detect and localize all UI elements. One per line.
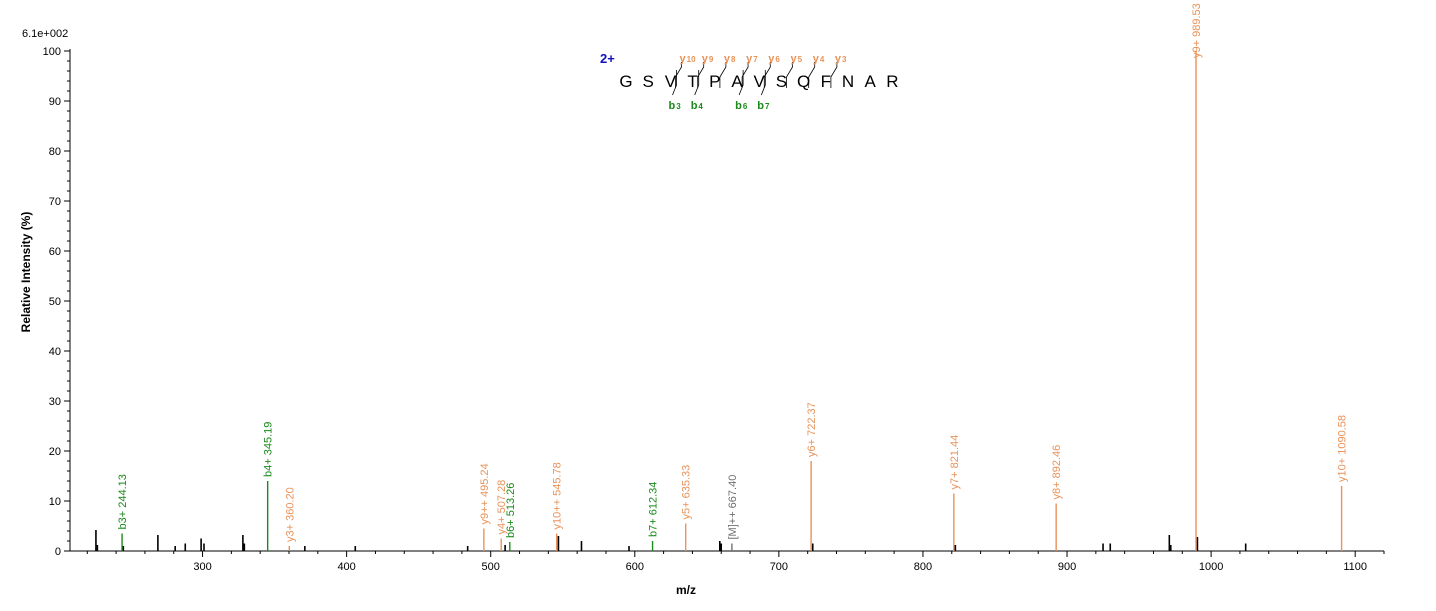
peak-label: b7+ 612.34: [648, 482, 660, 537]
x-tick-label: 500: [482, 561, 500, 573]
tick-marks: 0 10 20 30 40 50 60 70 80 90 100 300 400 500 600 700 800…: [43, 46, 1385, 573]
sequence-residue: V: [754, 72, 766, 91]
peak-label: y10+ 1090.58: [1337, 415, 1349, 482]
y-tick-label: 10: [49, 496, 61, 508]
y-fragment-marker: [741, 62, 749, 88]
peak-label: y6+ 722.37: [806, 402, 818, 457]
b-fragment-marker: [738, 70, 744, 96]
peak-label: y4+ 507.28: [496, 480, 508, 535]
y-fragment-marker: [763, 62, 771, 88]
x-tick-label: 900: [1058, 561, 1076, 573]
x-tick-label: 400: [337, 561, 355, 573]
sequence-residue: R: [886, 72, 898, 91]
y-tick-label: 20: [49, 446, 61, 458]
sequence-residue: A: [731, 72, 743, 91]
peak-label: y8+ 892.46: [1051, 445, 1063, 500]
b-fragment-label: b7: [757, 100, 770, 112]
peak-label: [M]++ 667.40: [727, 475, 739, 540]
y-tick-label: 50: [49, 296, 61, 308]
y-tick-label: 80: [49, 146, 61, 158]
y-tick-label: 100: [43, 46, 61, 58]
y-fragment-marker: [697, 62, 705, 88]
peak-label: b6+ 513.26: [505, 483, 517, 538]
y-fragment-marker: [786, 62, 793, 88]
b-fragment-label: b6: [735, 100, 748, 112]
y-tick-label: 30: [49, 396, 61, 408]
peak-label: y9+ 989.53: [1191, 3, 1203, 58]
b-fragment-marker: [672, 70, 677, 96]
peak-label: y3+ 360.20: [284, 487, 296, 542]
y-fragment-label: y5: [791, 53, 803, 65]
b-fragment-marker: [694, 70, 700, 96]
b-fragment-label: b4: [691, 100, 704, 112]
sequence-residue: Q: [797, 72, 810, 91]
sequence-residue: V: [665, 72, 677, 91]
intensity-scale-label: 6.1e+002: [22, 28, 68, 40]
peak-label: b3+ 244.13: [117, 474, 129, 529]
y-fragment-marker: [830, 62, 838, 88]
charge-state: 2+: [600, 51, 615, 66]
x-axis-title: m/z: [676, 583, 696, 597]
x-tick-label: 300: [193, 561, 211, 573]
sequence-residue: F: [821, 72, 831, 91]
sequence-residue: A: [865, 72, 877, 91]
b-fragment-label: b3: [669, 100, 682, 112]
y-tick-label: 90: [49, 96, 61, 108]
y-tick-label: 0: [55, 546, 61, 558]
x-tick-label: 700: [770, 561, 788, 573]
b-fragment-marker: [760, 70, 766, 96]
peaks: [95, 51, 1343, 551]
y-axis-title: Relative Intensity (%): [19, 212, 33, 333]
y-fragment-marker: [675, 62, 682, 88]
y-fragment-label: y9: [702, 53, 714, 65]
sequence-residue: G: [619, 72, 632, 91]
peak-label: y5+ 635.33: [681, 465, 693, 520]
y-fragment-label: y8: [724, 53, 736, 65]
y-fragment-marker: [808, 62, 816, 88]
y-fragment-label: y7: [746, 53, 758, 65]
y-tick-label: 70: [49, 196, 61, 208]
sequence-residue: S: [776, 72, 787, 91]
x-tick-label: 800: [914, 561, 932, 573]
y-fragment-marker: [719, 62, 727, 88]
peak-label: y9++ 495.24: [479, 463, 491, 524]
sequence-residue: T: [687, 72, 697, 91]
y-fragment-label: y3: [835, 53, 847, 65]
sequence-residue: P: [709, 72, 720, 91]
sequence-residue: S: [643, 72, 654, 91]
peak-label: y10++ 545.78: [552, 462, 564, 529]
y-fragment-label: y10: [680, 53, 697, 65]
y-tick-label: 60: [49, 246, 61, 258]
y-fragment-label: y4: [813, 53, 825, 65]
peak-label: b4+ 345.19: [263, 422, 275, 477]
peak-labels: b3+ 244.13 b4+ 345.19 y3+ 360.20 y9++ 495.2…: [117, 3, 1349, 542]
sequence-residue: N: [842, 72, 854, 91]
y-fragment-label: y6: [768, 53, 780, 65]
peak-label: y7+ 821.44: [949, 435, 961, 490]
y-tick-label: 40: [49, 346, 61, 358]
x-tick-label: 600: [626, 561, 644, 573]
x-tick-label: 1000: [1199, 561, 1223, 573]
x-tick-label: 1100: [1343, 561, 1367, 573]
